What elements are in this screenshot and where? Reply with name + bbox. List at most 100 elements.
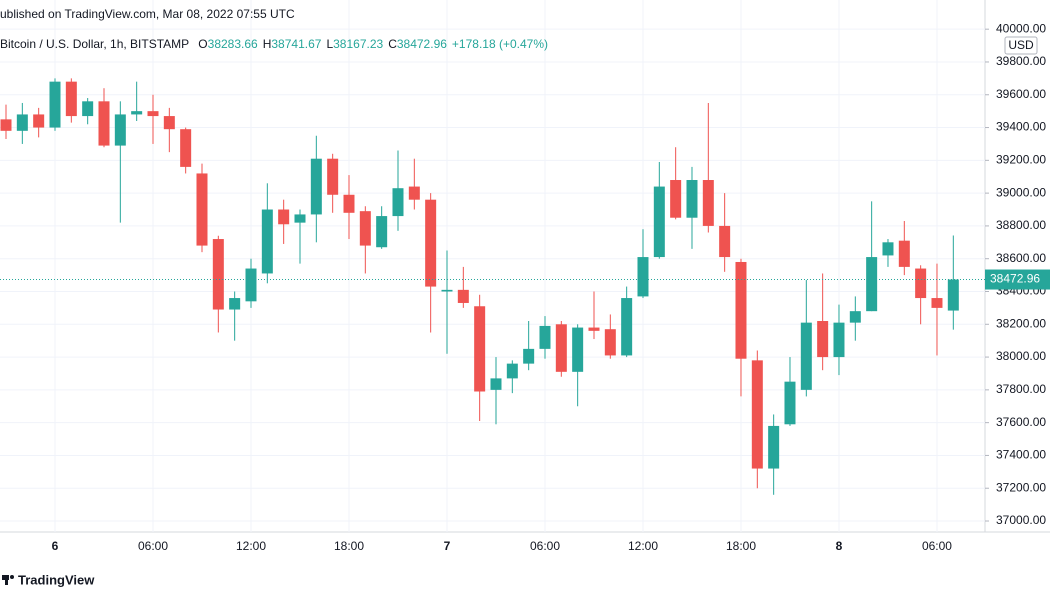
candle-body: [915, 268, 927, 299]
candle-body: [670, 180, 682, 218]
ohlc-label: C: [388, 37, 397, 51]
candle-body: [245, 268, 257, 302]
last-price-label: 38472.96: [990, 272, 1040, 286]
candle-body: [621, 298, 633, 356]
candle-body: [719, 225, 731, 258]
logo-mark: [5, 575, 8, 585]
ohlc-value: 38741.67: [271, 37, 321, 51]
y-tick-label: 37800.00: [996, 382, 1046, 396]
candle-body: [0, 119, 12, 131]
published-note: ublished on TradingView.com, Mar 08, 202…: [0, 7, 295, 21]
candle-body: [947, 279, 959, 311]
last-price-tag: [985, 269, 1050, 290]
y-tick-label: 40000.00: [996, 21, 1046, 35]
change: +178.18 (+0.47%): [452, 37, 548, 51]
candle-body: [817, 321, 829, 358]
candle-body: [147, 111, 159, 117]
candle-body: [229, 298, 241, 310]
candle-body: [16, 114, 28, 131]
currency: USD: [1008, 38, 1034, 52]
x-tick-label: 6: [52, 539, 59, 553]
candle-body: [310, 158, 322, 215]
y-tick-label: 38600.00: [996, 251, 1046, 265]
candle-body: [114, 114, 126, 146]
ohlc-value: 38472.96: [397, 37, 447, 51]
x-tick-label: 18:00: [334, 539, 364, 553]
candle-body: [327, 158, 339, 195]
y-tick-label: 37200.00: [996, 480, 1046, 494]
candle-body: [278, 209, 290, 225]
candle-body: [686, 180, 698, 218]
candle-body: [261, 209, 273, 274]
ohlc-label: H: [263, 37, 272, 51]
candle-body: [588, 327, 600, 331]
y-tick-label: 37600.00: [996, 415, 1046, 429]
ohlc-label: L: [326, 37, 333, 51]
candle-body: [98, 101, 110, 146]
candle-body: [33, 114, 45, 128]
candle-body: [474, 306, 486, 392]
candle-body: [653, 186, 665, 258]
candle-body: [637, 257, 649, 297]
y-tick-label: 38200.00: [996, 316, 1046, 330]
y-tick-label: 39000.00: [996, 185, 1046, 199]
x-tick-label: 06:00: [530, 539, 560, 553]
candle-body: [65, 81, 77, 117]
candle-body: [392, 188, 404, 217]
candle-body: [523, 348, 535, 364]
x-tick-label: 06:00: [922, 539, 952, 553]
y-tick-label: 38800.00: [996, 218, 1046, 232]
candle-body: [898, 240, 910, 267]
candle-body: [882, 242, 894, 256]
candle-body: [359, 211, 371, 246]
symbol: Bitcoin / U.S. Dollar, 1h, BITSTAMP: [0, 37, 189, 51]
candle-body: [212, 239, 224, 310]
y-tick-label: 39400.00: [996, 120, 1046, 134]
ohlc-value: 38283.66: [208, 37, 258, 51]
ohlc-value: 38167.23: [333, 37, 383, 51]
candle-body: [49, 81, 61, 128]
x-tick-label: 12:00: [628, 539, 658, 553]
candle-body: [457, 289, 469, 303]
currency-box: [1004, 36, 1038, 55]
y-tick-label: 38000.00: [996, 349, 1046, 363]
candle-body: [768, 425, 780, 469]
candle-body: [751, 360, 763, 469]
candle-body: [702, 180, 714, 226]
candle-body: [376, 216, 388, 248]
logo: [2, 575, 14, 585]
x-tick-label: 7: [444, 539, 451, 553]
y-tick-label: 39800.00: [996, 54, 1046, 68]
y-tick-label: 37000.00: [996, 513, 1046, 527]
brand: TradingView: [18, 572, 95, 587]
candle-body: [539, 325, 551, 349]
candle-body: [506, 363, 518, 379]
candle-body: [490, 378, 502, 390]
candle-body: [82, 101, 94, 117]
candle-body: [196, 173, 208, 246]
y-tick-label: 39600.00: [996, 87, 1046, 101]
y-tick-label: 39200.00: [996, 153, 1046, 167]
candle-body: [866, 257, 878, 312]
candle-body: [735, 261, 747, 359]
candle-body: [441, 289, 453, 292]
symbol-legend: Bitcoin / U.S. Dollar, 1h, BITSTAMP O382…: [0, 37, 548, 51]
candle-body: [408, 186, 420, 200]
ohlc-label: O: [198, 37, 207, 51]
y-tick-label: 37400.00: [996, 448, 1046, 462]
candle-body: [343, 194, 355, 213]
candle-body: [163, 116, 175, 130]
x-tick-label: 06:00: [138, 539, 168, 553]
candle-body: [572, 327, 584, 372]
candle-body: [180, 129, 192, 167]
candle-body: [131, 111, 143, 115]
x-tick-label: 12:00: [236, 539, 266, 553]
candle-body: [800, 322, 812, 390]
x-tick-label: 18:00: [726, 539, 756, 553]
candle-body: [784, 381, 796, 425]
logo-mark: [10, 575, 14, 579]
candle-body: [931, 298, 943, 308]
candles: [0, 78, 959, 495]
